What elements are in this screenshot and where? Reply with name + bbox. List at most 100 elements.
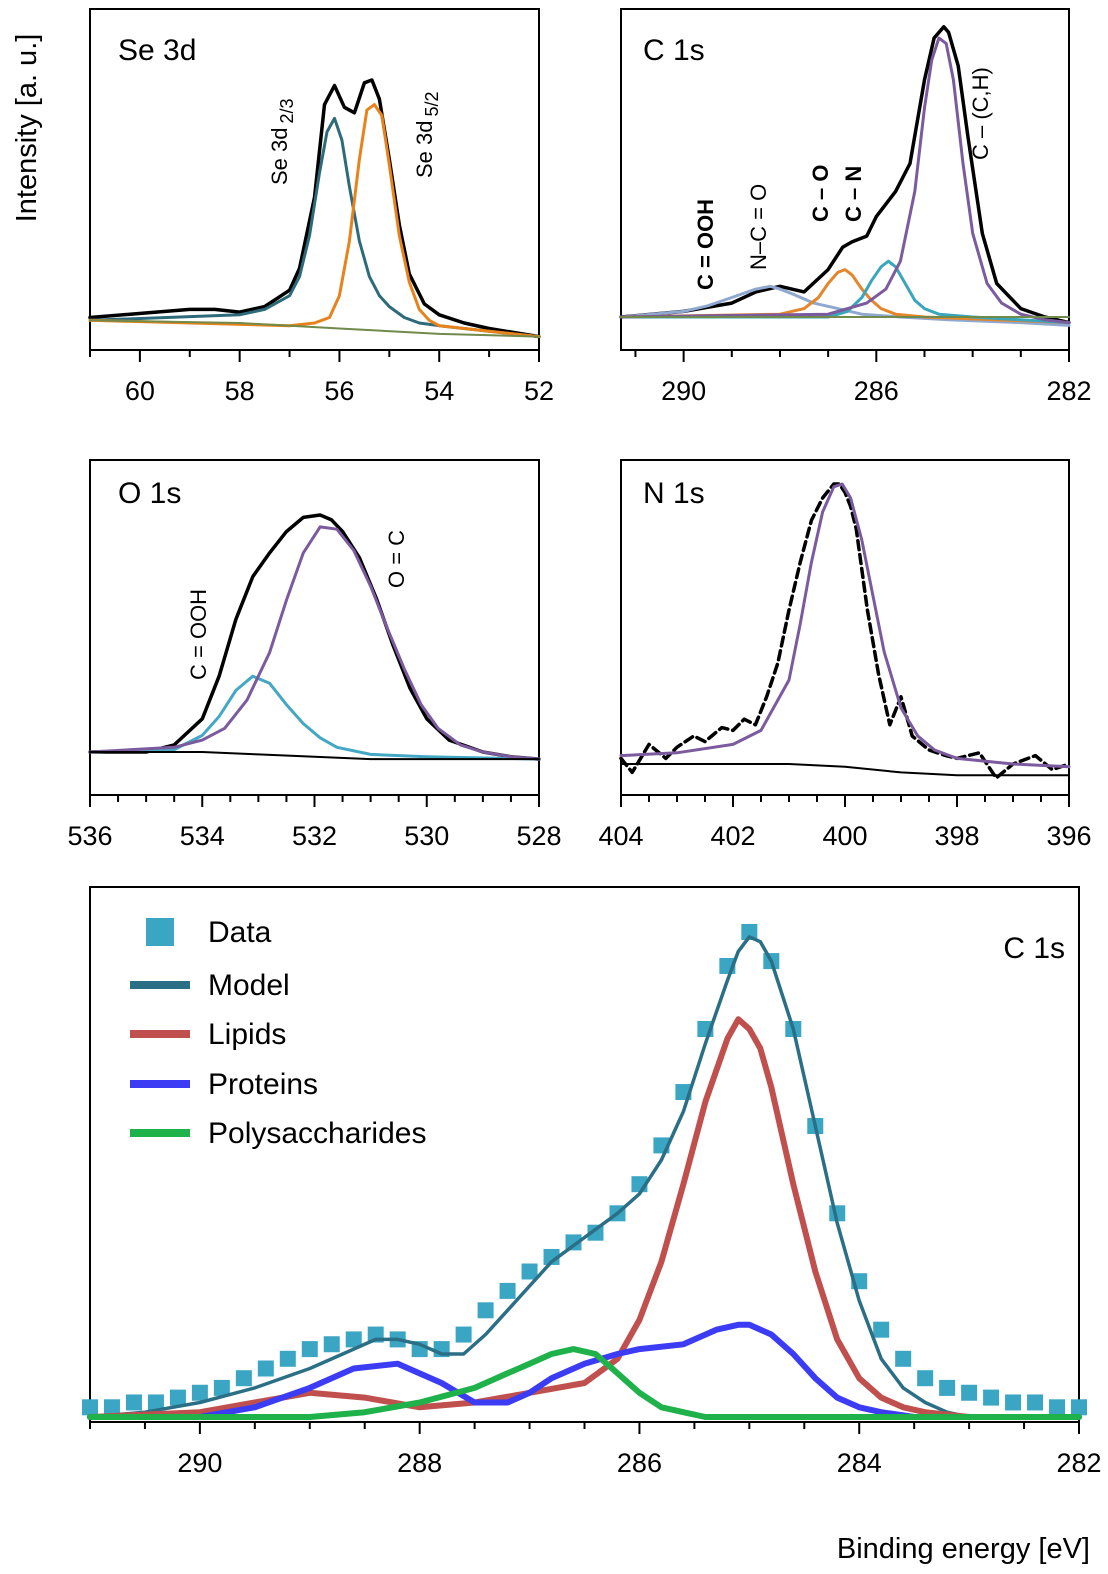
x-tick-label: 286 xyxy=(617,1448,662,1478)
x-tick-label: 534 xyxy=(180,821,225,851)
panel-c1s-top: 290 286 282 C 1s C = OOH N–C = O C – O C –… xyxy=(619,8,1092,406)
x-tick-label: 286 xyxy=(854,376,899,406)
o1s-series-o-c xyxy=(88,525,541,761)
panel-c1s-bottom-frame xyxy=(89,886,1080,1423)
se3d-series-se-3d-2-3 xyxy=(88,116,541,339)
x-tick-label: 60 xyxy=(125,376,155,406)
panel-c1s-bottom-series xyxy=(87,935,1082,1420)
se3d-series-experimental xyxy=(88,78,541,339)
data-point xyxy=(323,1336,340,1353)
panel-se3d: 60 58 56 54 52 Se 3d Se 3d 2/3 Se 3d 5/2 xyxy=(88,8,554,406)
x-tick-label: 58 xyxy=(225,376,255,406)
o1s-series-experimental xyxy=(88,513,541,761)
c1s-label-co: C – O xyxy=(808,165,833,222)
panel-se3d-frame xyxy=(89,8,540,351)
o1s-series-background xyxy=(89,751,540,761)
legend: Data Model Lipids Proteins Polysaccharid… xyxy=(130,916,426,1150)
o1s-label-oc: O = C xyxy=(384,530,409,588)
data-point xyxy=(1049,1399,1066,1416)
data-point xyxy=(191,1384,208,1401)
x-tick-label: 528 xyxy=(516,821,561,851)
panel-o1s-xticks: 536 534 532 530 528 xyxy=(67,795,562,851)
c1s-bottom-series-lipids xyxy=(87,1016,1082,1420)
panel-n1s-series xyxy=(619,482,1071,780)
data-point xyxy=(499,1282,516,1299)
data-point xyxy=(169,1389,186,1406)
c1s-label-cooh: C = OOH xyxy=(693,199,718,290)
data-point xyxy=(741,924,758,940)
panel-n1s-title: N 1s xyxy=(643,477,705,510)
data-point xyxy=(82,1399,98,1416)
data-point xyxy=(1071,1399,1087,1416)
panel-o1s-frame xyxy=(89,459,540,796)
o1s-label-cooh: C = OOH xyxy=(186,589,211,680)
data-point xyxy=(213,1379,230,1396)
x-tick-label: 396 xyxy=(1046,821,1091,851)
x-tick-label: 288 xyxy=(397,1448,442,1478)
c1s-label-cch: C – (C,H) xyxy=(968,67,993,160)
legend-swatch-data xyxy=(146,918,174,946)
n1s-series-experimental xyxy=(619,482,1071,780)
data-point xyxy=(1005,1394,1022,1411)
x-tick-label: 532 xyxy=(292,821,337,851)
panel-se3d-title: Se 3d xyxy=(118,34,196,67)
panel-n1s: 404 402 400 398 396 N 1s xyxy=(598,459,1092,851)
n1s-series-fit xyxy=(619,482,1071,769)
panel-n1s-xticks: 404 402 400 398 396 xyxy=(598,795,1092,851)
data-point xyxy=(257,1360,274,1377)
panel-se3d-series xyxy=(88,78,541,339)
panel-o1s: 536 534 532 530 528 O 1s C = OOH O = C xyxy=(67,459,562,851)
x-tick-label: 290 xyxy=(177,1448,222,1478)
c1s-label-cn: C – N xyxy=(841,166,866,222)
data-point xyxy=(983,1389,1000,1406)
y-axis-label: Intensity [a. u.] xyxy=(11,34,43,223)
n1s-series-background xyxy=(620,763,1070,777)
x-tick-label: 536 xyxy=(67,821,112,851)
x-tick-label: 284 xyxy=(837,1448,882,1478)
se3d-series-se-3d-5-2 xyxy=(88,103,541,339)
data-point xyxy=(477,1302,494,1319)
data-point xyxy=(1027,1394,1044,1411)
panel-c1s-bottom-xticks: 290 288 286 284 282 xyxy=(89,1422,1102,1478)
data-point xyxy=(125,1394,142,1411)
x-tick-label: 402 xyxy=(710,821,755,851)
panel-c1s-bottom: 290 288 286 284 282 C 1s Data Model Lipids P… xyxy=(82,886,1102,1478)
data-point xyxy=(455,1326,472,1343)
data-point xyxy=(961,1384,978,1401)
data-point xyxy=(587,1224,604,1241)
se3d-label-base-a: Se 3d xyxy=(267,128,292,186)
x-tick-label: 282 xyxy=(1056,1448,1101,1478)
panel-c1s-top-frame xyxy=(620,8,1070,351)
c1s-top-series-n-c-o xyxy=(619,284,1071,327)
panel-o1s-series xyxy=(88,513,541,761)
c1s-top-series-c-o xyxy=(619,268,1071,325)
data-point xyxy=(103,1399,120,1416)
panel-c1s-bottom-title: C 1s xyxy=(1003,932,1065,965)
x-tick-label: 530 xyxy=(404,821,449,851)
legend-label-proteins: Proteins xyxy=(208,1068,318,1101)
c1s-bottom-series-polysaccharides xyxy=(87,1346,1082,1420)
legend-label-lipids: Lipids xyxy=(208,1018,286,1051)
data-point xyxy=(895,1350,912,1367)
x-tick-label: 404 xyxy=(598,821,643,851)
se3d-peak-label-52: Se 3d 5/2 xyxy=(412,91,442,178)
data-point xyxy=(873,1321,890,1338)
legend-label-model: Model xyxy=(208,969,290,1002)
data-point xyxy=(235,1370,252,1387)
o1s-series-c-ooh xyxy=(88,674,541,761)
data-point xyxy=(917,1370,934,1387)
panel-c1s-top-series xyxy=(619,25,1071,327)
x-tick-label: 290 xyxy=(661,376,706,406)
x-tick-label: 54 xyxy=(424,376,454,406)
data-point xyxy=(147,1394,164,1411)
legend-label-data: Data xyxy=(208,916,272,949)
x-tick-label: 56 xyxy=(324,376,354,406)
x-tick-label: 398 xyxy=(934,821,979,851)
data-point xyxy=(345,1331,362,1348)
panel-c1s-top-title: C 1s xyxy=(643,34,705,67)
panel-n1s-frame xyxy=(620,459,1070,796)
legend-label-polysaccharides: Polysaccharides xyxy=(208,1117,426,1150)
panel-o1s-title: O 1s xyxy=(118,477,181,510)
panel-c1s-top-xticks: 290 286 282 xyxy=(634,350,1092,406)
c1s-bottom-series-model xyxy=(88,935,1081,1419)
